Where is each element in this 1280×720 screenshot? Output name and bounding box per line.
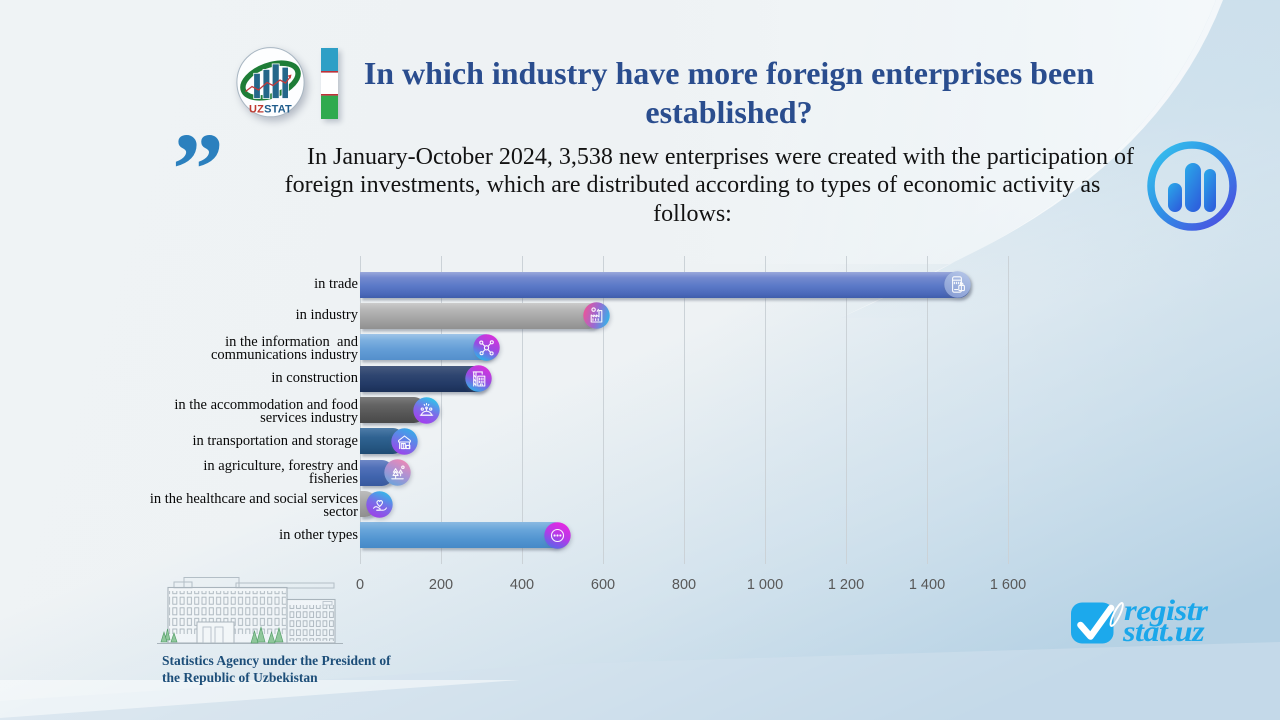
svg-text:UZSTAT: UZSTAT [249,104,292,116]
